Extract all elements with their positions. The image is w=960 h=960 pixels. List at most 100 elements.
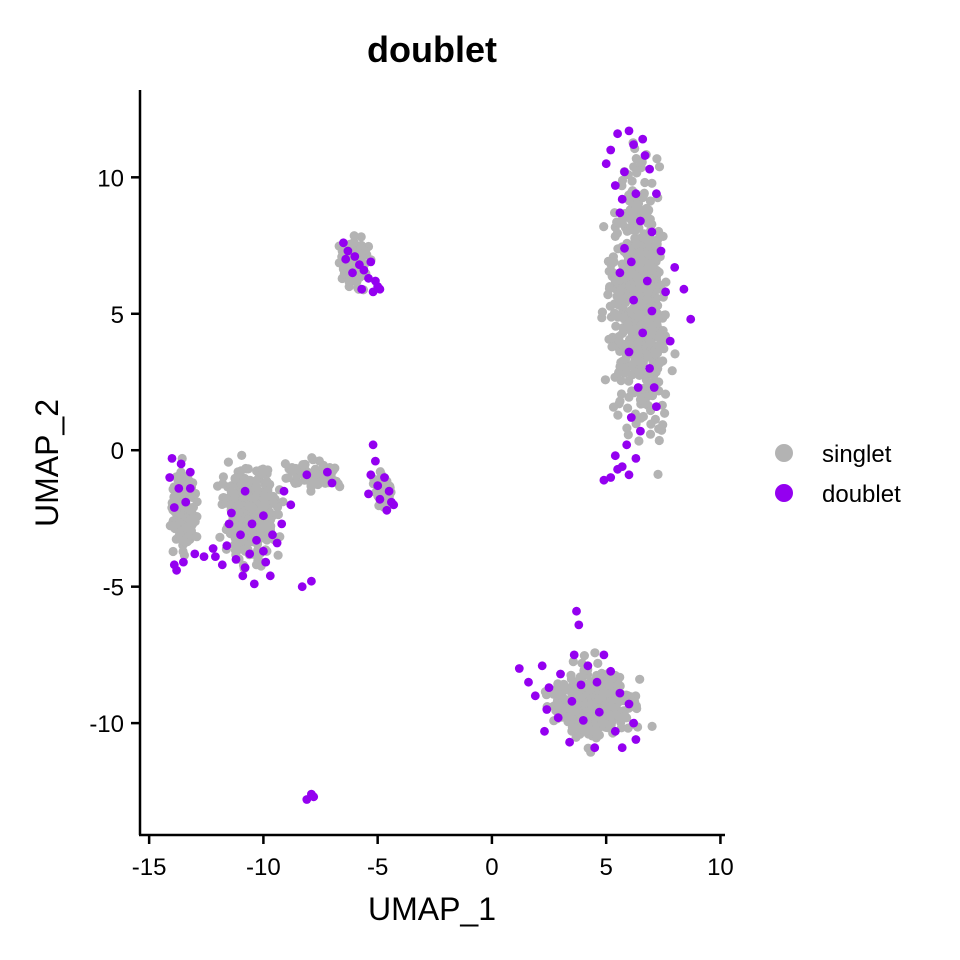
- singlet-point: [234, 500, 244, 510]
- doublet-point: [249, 579, 259, 589]
- singlet-point: [667, 366, 677, 376]
- singlet-point: [586, 710, 596, 721]
- doublet-point: [631, 454, 641, 463]
- doublet-point: [373, 282, 383, 291]
- singlet-point: [616, 285, 626, 295]
- singlet-point: [657, 333, 667, 343]
- singlet-point: [218, 472, 228, 482]
- doublet-point: [371, 456, 380, 466]
- singlet-point: [590, 648, 600, 658]
- doublet-point: [277, 519, 287, 529]
- singlet-point: [230, 474, 240, 484]
- doublet-point: [638, 328, 648, 338]
- singlet-point: [624, 392, 634, 402]
- singlet-point: [608, 402, 619, 412]
- singlet-point: [242, 476, 253, 486]
- doublet-point: [261, 557, 271, 567]
- singlet-point: [645, 214, 655, 224]
- y-tick-label: 0: [111, 438, 124, 465]
- singlet-point: [622, 423, 632, 433]
- singlet-point: [634, 436, 644, 446]
- doublet-point: [279, 486, 289, 496]
- doublet-point: [240, 486, 250, 496]
- singlet-point: [654, 162, 665, 172]
- singlet-point: [244, 501, 254, 511]
- singlet-point: [273, 509, 283, 520]
- legend-label-doublet: doublet: [822, 481, 901, 508]
- x-tick-label: 10: [707, 854, 734, 881]
- doublet-point: [610, 726, 620, 736]
- doublet-point: [640, 151, 650, 160]
- singlet-point: [615, 275, 625, 285]
- doublet-point: [227, 508, 236, 518]
- doublet-point: [259, 546, 268, 556]
- singlet-point: [566, 670, 576, 680]
- legend: singlet doublet: [775, 441, 901, 508]
- doublet-point: [590, 743, 600, 753]
- singlet-point: [654, 424, 664, 434]
- singlet-point: [235, 537, 245, 547]
- points-layer: [165, 126, 696, 804]
- doublet-point: [665, 336, 675, 346]
- singlet-point: [636, 320, 646, 330]
- singlet-point: [652, 154, 662, 164]
- singlet-point: [615, 396, 625, 406]
- singlet-point: [637, 301, 647, 311]
- singlet-point: [178, 536, 189, 546]
- singlet-point: [311, 468, 321, 479]
- doublet-point: [252, 535, 261, 545]
- singlet-point: [646, 337, 656, 348]
- singlet-point: [618, 313, 629, 323]
- doublet-point: [343, 246, 353, 256]
- singlet-point: [234, 508, 244, 518]
- doublet-point: [222, 541, 232, 551]
- doublet-point: [307, 576, 316, 586]
- singlet-point: [647, 323, 658, 333]
- singlet-point: [291, 463, 301, 474]
- x-axis-label: UMAP_1: [368, 891, 496, 927]
- doublet-point: [624, 470, 634, 480]
- singlet-point: [251, 560, 262, 570]
- singlet-point: [643, 235, 653, 245]
- singlet-point: [640, 177, 650, 188]
- singlet-point: [653, 312, 663, 322]
- doublet-point: [565, 737, 574, 747]
- singlet-point: [643, 351, 653, 361]
- singlet-point: [633, 350, 643, 360]
- y-tick-label: 5: [111, 302, 124, 329]
- y-tick-label: -10: [89, 711, 124, 738]
- singlet-point: [645, 196, 656, 206]
- singlet-point: [647, 265, 657, 275]
- doublet-point: [524, 677, 533, 687]
- doublet-point: [339, 238, 348, 248]
- singlet-point: [568, 657, 578, 667]
- doublet-point: [615, 688, 625, 698]
- singlet-point: [229, 488, 239, 498]
- singlet-point: [617, 713, 627, 723]
- doublet-point: [211, 552, 220, 561]
- singlet-point: [168, 546, 178, 557]
- singlet-point: [266, 491, 276, 501]
- singlet-point: [660, 408, 670, 418]
- singlet-point: [575, 723, 585, 734]
- singlet-point: [352, 277, 362, 287]
- singlet-point: [605, 710, 615, 721]
- doublet-point: [174, 484, 184, 493]
- singlet-point: [181, 523, 191, 533]
- singlet-point: [599, 222, 609, 232]
- singlet-point: [575, 672, 585, 682]
- doublet-point: [165, 473, 175, 482]
- singlet-point: [627, 284, 637, 294]
- singlet-point: [604, 680, 615, 690]
- doublet-point: [592, 677, 602, 687]
- singlet-point: [654, 435, 664, 446]
- singlet-point: [635, 357, 646, 367]
- doublet-point: [309, 792, 319, 802]
- doublet-point: [599, 475, 609, 485]
- doublet-point: [629, 718, 638, 728]
- singlet-point: [607, 342, 617, 352]
- doublet-point: [626, 413, 636, 422]
- doublet-point: [633, 383, 643, 392]
- singlet-point: [592, 670, 602, 681]
